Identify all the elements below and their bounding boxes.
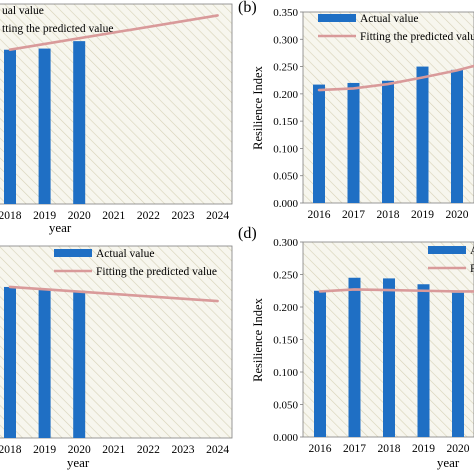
bar-2017 xyxy=(347,82,360,203)
bar-2018 xyxy=(4,286,16,438)
legend-label: Fitting the predicted value xyxy=(96,266,217,278)
bar-2020 xyxy=(451,69,463,204)
y-tick-label: 0.200 xyxy=(273,89,298,101)
y-tick-label: 0.050 xyxy=(273,171,298,183)
legend-label: ual value xyxy=(2,5,44,17)
legend: Actual value Fitting the predicted value xyxy=(318,13,474,43)
chart-panel-4: 2016 2017 2018 2019 2020 0.000 0.050 0.100 0.150… xyxy=(238,225,474,470)
y-tick-label: 0.000 xyxy=(273,432,298,444)
legend-label: A xyxy=(470,245,474,257)
y-tick-label: 0.300 xyxy=(273,34,298,46)
x-tick-label: 2017 xyxy=(342,209,365,221)
legend: AF xyxy=(428,245,474,275)
x-tick-label: 2016 xyxy=(309,443,332,455)
y-tick-label: 0.100 xyxy=(273,143,298,155)
x-tick-label: 2017 xyxy=(343,443,366,455)
legend-swatch-bar xyxy=(54,249,92,257)
x-tick-label: 2018 xyxy=(378,443,401,455)
bar-2019 xyxy=(416,66,429,203)
y-tick-label: 0.200 xyxy=(273,302,298,314)
x-tick-label: 2019 xyxy=(412,443,435,455)
x-tick-label: 2019 xyxy=(33,444,56,456)
x-tick-label: 2019 xyxy=(411,209,434,221)
y-tick-label: 0.300 xyxy=(273,237,298,249)
chart-panel-2: 2016 2017 2018 2019 2020 0.000 0.050 0.100 0.150… xyxy=(238,0,474,221)
fit-line xyxy=(318,288,474,293)
legend-label: Fitting the predicted value xyxy=(360,31,474,43)
x-axis-label: year xyxy=(437,455,460,470)
legend-swatch-bar xyxy=(318,14,356,22)
bar-2019 xyxy=(417,284,430,437)
chart-panel-1: 2018 2019 2020 2021 2022 2023 2024 year ual valu… xyxy=(0,3,233,235)
x-tick-label: 2020 xyxy=(447,443,470,455)
y-axis-label: Resilience Index xyxy=(251,297,265,381)
legend-label: Actual value xyxy=(96,248,154,260)
x-tick-label: 2018 xyxy=(377,209,400,221)
x-tick-label: 2024 xyxy=(206,444,229,456)
y-tick-label: 0.250 xyxy=(273,270,298,282)
x-tick-label: 2018 xyxy=(0,444,22,456)
x-tick-label: 2020 xyxy=(446,209,469,221)
y-tick-label: 0.250 xyxy=(273,62,298,74)
bar-2018 xyxy=(382,80,394,203)
bar-2017 xyxy=(348,277,361,437)
fit-line xyxy=(8,14,219,52)
y-tick-label: 0.150 xyxy=(273,116,298,128)
x-tick-label: 2018 xyxy=(0,210,22,222)
x-tick-label: 2021 xyxy=(102,210,125,222)
x-axis-label: year xyxy=(67,455,90,470)
bar-2019 xyxy=(38,289,51,438)
x-axis-label: year xyxy=(49,220,72,235)
bar-2020 xyxy=(452,292,464,437)
x-tick-label: 2024 xyxy=(206,210,229,222)
x-tick-label: 2021 xyxy=(102,444,125,456)
bar-2020 xyxy=(73,290,86,438)
y-tick-label: 0.050 xyxy=(273,400,298,412)
bar-2018 xyxy=(383,278,395,437)
x-tick-label: 2023 xyxy=(172,444,195,456)
legend: Actual value Fitting the predicted value xyxy=(54,248,217,278)
y-tick-label: 0.000 xyxy=(273,198,298,210)
fit-line xyxy=(8,285,219,303)
x-tick-label: 2020 xyxy=(68,210,91,222)
panel-label: (d) xyxy=(238,225,257,242)
bar-2020 xyxy=(73,41,86,205)
bar-2018 xyxy=(4,49,16,204)
bar-2016 xyxy=(314,290,326,437)
x-tick-label: 2016 xyxy=(308,209,331,221)
x-tick-label: 2023 xyxy=(172,210,195,222)
x-tick-label: 2020 xyxy=(68,444,91,456)
bar-2019 xyxy=(38,48,51,205)
legend-label: Actual value xyxy=(360,13,418,25)
x-tick-label: 2019 xyxy=(33,210,56,222)
fit-line xyxy=(317,64,474,92)
x-tick-label: 2022 xyxy=(137,444,160,456)
panel-label: (b) xyxy=(238,0,257,16)
y-tick-label: 0.100 xyxy=(273,367,298,379)
legend-label: F xyxy=(470,263,474,275)
legend-swatch-bar xyxy=(428,246,466,254)
y-tick-label: 0.350 xyxy=(273,7,298,19)
chart-panel-3: 2018 2019 2020 2021 2022 2023 2024 year Actual v… xyxy=(0,245,233,470)
legend: ual value tting the predicted value xyxy=(2,5,113,35)
x-tick-label: 2022 xyxy=(137,210,160,222)
legend-label: tting the predicted value xyxy=(2,23,113,35)
y-axis-label: Resilience Index xyxy=(251,65,265,149)
y-tick-label: 0.150 xyxy=(273,335,298,347)
bar-2016 xyxy=(313,84,325,203)
